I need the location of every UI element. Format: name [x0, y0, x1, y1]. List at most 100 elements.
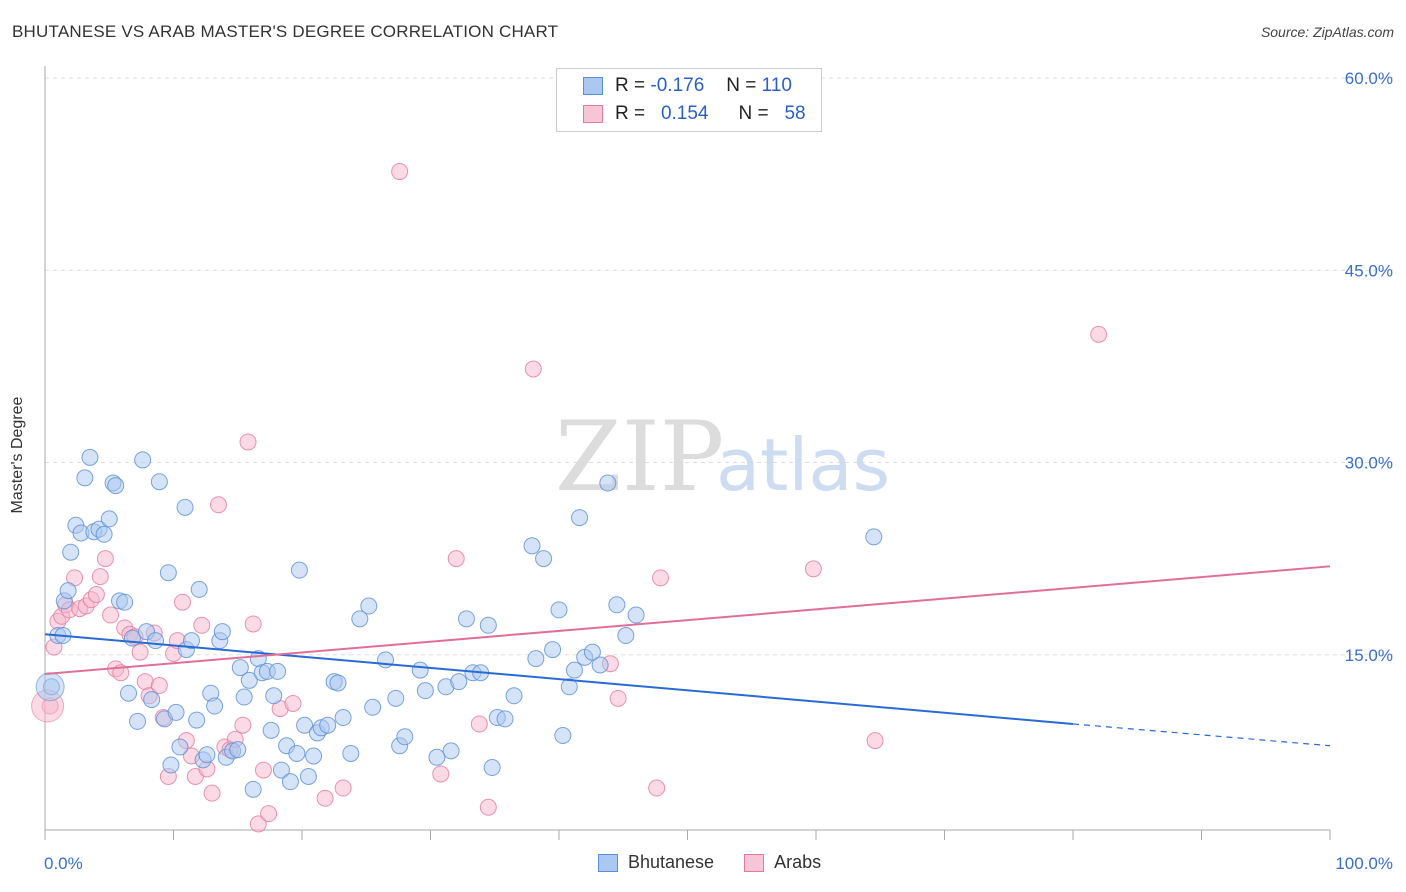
bhutanese-point	[360, 597, 378, 615]
bhutanese-point	[206, 697, 224, 715]
bhutanese-point	[107, 477, 125, 495]
arabs-point	[447, 550, 465, 568]
bhutanese-point	[213, 623, 231, 641]
bhutanese-point	[129, 712, 147, 730]
watermark-atlas: atlas	[716, 423, 890, 507]
bhutanese-point	[198, 746, 216, 764]
chart-title: BHUTANESE VS ARAB MASTER'S DEGREE CORREL…	[12, 22, 559, 41]
legend-n-value: 110	[761, 75, 792, 96]
bhutanese-point	[35, 672, 65, 702]
bhutanese-point	[240, 671, 258, 689]
bhutanese-point	[76, 469, 94, 487]
bhutanese-point	[496, 710, 514, 728]
bhutanese-point	[411, 661, 429, 679]
bhutanese-point	[190, 580, 208, 598]
bhutanese-point	[229, 741, 247, 759]
arabs-point	[173, 593, 191, 611]
bhutanese-point	[150, 473, 168, 491]
bhutanese-point	[865, 528, 883, 546]
legend-label-arabs: Arabs	[774, 852, 822, 872]
arabs-point	[244, 615, 262, 633]
arabs-point	[131, 643, 149, 661]
arabs-point	[391, 163, 409, 181]
bhutanese-point	[305, 747, 323, 765]
legend-swatch-pink	[583, 105, 603, 123]
bhutanese-point	[442, 742, 460, 760]
bhutanese-point	[571, 509, 589, 527]
bhutanese-point	[396, 728, 414, 746]
bhutanese-point	[290, 561, 308, 579]
arabs-point	[150, 677, 168, 695]
bhutanese-point	[544, 641, 562, 659]
bhutanese-point	[167, 703, 185, 721]
arabs-point	[648, 779, 666, 797]
bhutanese-point	[272, 761, 290, 779]
arabs-point	[203, 784, 221, 802]
legend-item-arabs: Arabs	[744, 852, 821, 873]
bhutanese-point	[262, 721, 280, 739]
legend-swatch-blue	[583, 77, 603, 95]
bhutanese-point	[100, 510, 118, 528]
arabs-point	[87, 586, 105, 604]
bhutanese-point	[235, 688, 253, 706]
bhutanese-point	[554, 726, 572, 744]
bhutanese-point	[182, 632, 200, 650]
bhutanese-point	[550, 601, 568, 619]
arabs-point	[234, 716, 252, 734]
x-tick-label: 0.0%	[44, 854, 83, 873]
bhutanese-point	[342, 744, 360, 762]
arabs-point	[866, 732, 884, 750]
bhutanese-point	[288, 744, 306, 762]
legend-row-arabs: R = 0.154 N = 58	[583, 103, 806, 125]
legend-item-bhutanese: Bhutanese	[598, 852, 714, 873]
bhutanese-point	[319, 716, 337, 734]
legend-label-bhutanese: Bhutanese	[628, 852, 715, 872]
bhutanese-point	[120, 684, 138, 702]
correlation-legend: R = -0.176 N = 110 R = 0.154 N = 58	[556, 68, 822, 132]
legend-r-value: 0.154	[660, 103, 709, 124]
arabs-point	[804, 560, 822, 578]
y-tick-label: 60.0%	[1345, 69, 1393, 88]
arabs-point	[254, 761, 272, 779]
arabs-point	[102, 606, 120, 624]
bhutanese-point	[281, 773, 299, 791]
arabs-point	[652, 569, 670, 587]
bhutanese-point	[387, 689, 405, 707]
legend-r-label: R =	[615, 103, 646, 124]
arabs-point	[91, 568, 109, 586]
bhutanese-points	[35, 448, 883, 798]
bhutanese-point	[244, 780, 262, 798]
bhutanese-point	[159, 564, 177, 582]
bhutanese-point	[457, 610, 475, 628]
bhutanese-point	[627, 606, 645, 624]
bhutanese-point	[416, 682, 434, 700]
bhutanese-point	[483, 759, 501, 777]
arabs-point	[260, 805, 278, 823]
arabs-point	[432, 765, 450, 783]
legend-r-label: R =	[615, 75, 646, 96]
arabs-point	[96, 550, 114, 568]
bhutanese-point	[583, 643, 601, 661]
arabs-point	[479, 798, 497, 816]
bhutanese-point	[560, 678, 578, 696]
bhutanese-trend-line	[44, 633, 1074, 725]
arabs-point	[193, 616, 211, 634]
legend-r-value: -0.176	[650, 75, 705, 96]
bhutanese-point	[269, 662, 287, 680]
grid-lines	[45, 77, 1393, 656]
bhutanese-point	[162, 756, 180, 774]
bhutanese-point	[299, 768, 317, 786]
tick-labels: 15.0% 30.0% 45.0% 60.0% 0.0% 100.0%	[44, 69, 1393, 873]
trend-lines	[44, 565, 1331, 747]
arabs-trend-line	[44, 565, 1331, 675]
bhutanese-point	[450, 673, 468, 691]
legend-n-label: N =	[726, 75, 757, 96]
bhutanese-point	[527, 650, 545, 668]
bhutanese-point	[188, 711, 206, 729]
arabs-point	[284, 694, 302, 712]
y-tick-label: 45.0%	[1345, 261, 1393, 280]
bhutanese-point	[599, 474, 617, 492]
watermark: ZIP atlas	[555, 401, 890, 513]
source-label: Source: ZipAtlas.com	[1260, 24, 1394, 40]
